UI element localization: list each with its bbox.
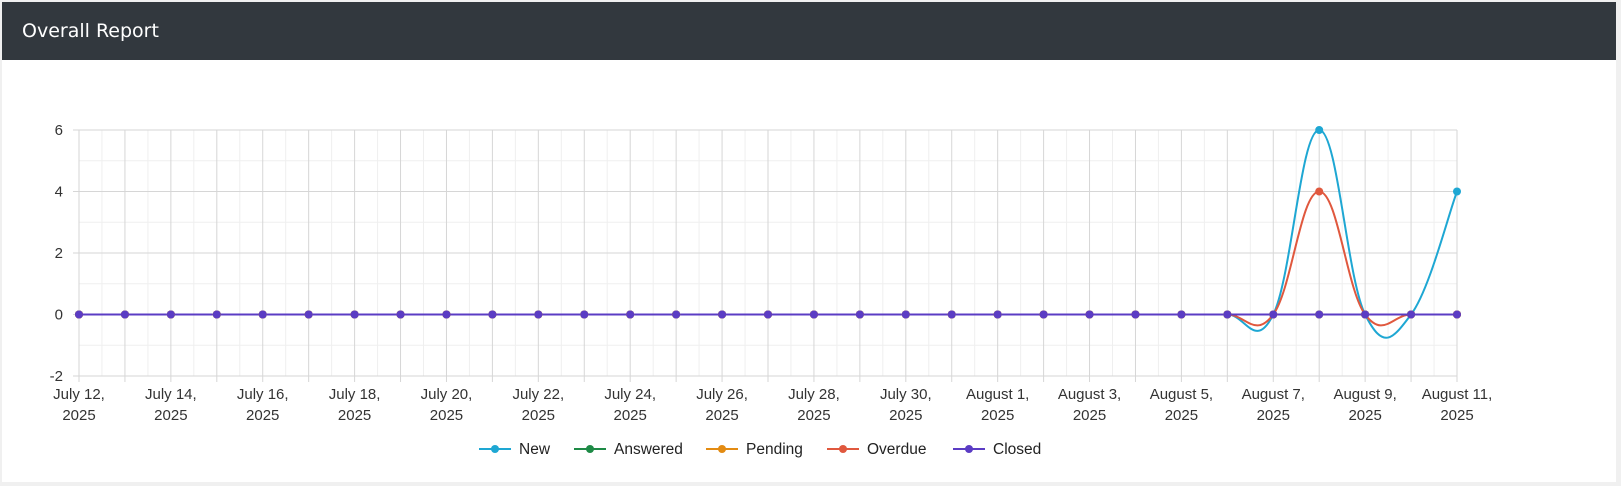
legend-item-closed[interactable]: Closed bbox=[993, 441, 1041, 458]
legend-item-answered[interactable]: Answered bbox=[614, 441, 683, 458]
legend-item-new[interactable]: New bbox=[519, 441, 551, 458]
legend-item-pending[interactable]: Pending bbox=[746, 441, 803, 458]
x-tick-label: August 7, bbox=[1242, 386, 1305, 403]
x-tick-label: 2025 bbox=[1073, 407, 1106, 424]
y-tick-label: 4 bbox=[55, 184, 63, 201]
data-point-closed[interactable] bbox=[855, 310, 864, 319]
y-tick-label: 0 bbox=[55, 307, 63, 324]
data-point-closed[interactable] bbox=[626, 310, 635, 319]
legend-marker bbox=[839, 445, 847, 453]
series-points bbox=[75, 126, 1461, 319]
y-tick-label: 2 bbox=[55, 245, 63, 262]
page-title: Overall Report bbox=[22, 20, 159, 42]
x-tick-label: August 5, bbox=[1150, 386, 1213, 403]
x-tick-label: 2025 bbox=[338, 407, 371, 424]
x-tick-label: July 28, bbox=[788, 386, 840, 403]
x-tick-label: 2025 bbox=[889, 407, 922, 424]
data-point-closed[interactable] bbox=[212, 310, 221, 319]
data-point-closed[interactable] bbox=[993, 310, 1002, 319]
data-point-closed[interactable] bbox=[350, 310, 359, 319]
data-point-closed[interactable] bbox=[1223, 310, 1232, 319]
data-point-overdue[interactable] bbox=[1315, 187, 1324, 196]
data-point-closed[interactable] bbox=[1269, 310, 1278, 319]
x-tick-label: July 30, bbox=[880, 386, 932, 403]
legend-marker bbox=[718, 445, 726, 453]
chart-legend: New Answered Pending Overdue Closed bbox=[479, 441, 1041, 458]
card-header: Overall Report bbox=[2, 2, 1616, 60]
x-tick-label: 2025 bbox=[522, 407, 555, 424]
x-tick-label: July 18, bbox=[329, 386, 381, 403]
x-tick-label: 2025 bbox=[1440, 407, 1473, 424]
y-tick-label: 6 bbox=[55, 122, 63, 139]
data-point-closed[interactable] bbox=[1039, 310, 1048, 319]
x-tick-label: 2025 bbox=[246, 407, 279, 424]
x-tick-label: 2025 bbox=[1165, 407, 1198, 424]
x-axis-ticks: July 12, 2025 July 14, 2025 July 16, 2025 July… bbox=[53, 386, 1492, 424]
data-point-closed[interactable] bbox=[718, 310, 727, 319]
legend-marker bbox=[491, 445, 499, 453]
data-point-closed[interactable] bbox=[304, 310, 313, 319]
legend-marker bbox=[586, 445, 594, 453]
data-point-closed[interactable] bbox=[901, 310, 910, 319]
data-point-closed[interactable] bbox=[1407, 310, 1416, 319]
x-tick-label: July 12, bbox=[53, 386, 105, 403]
data-point-closed[interactable] bbox=[442, 310, 451, 319]
x-tick-label: July 24, bbox=[604, 386, 656, 403]
x-tick-label: August 1, bbox=[966, 386, 1029, 403]
x-tick-label: July 14, bbox=[145, 386, 197, 403]
data-point-closed[interactable] bbox=[488, 310, 497, 319]
x-tick-label: 2025 bbox=[614, 407, 647, 424]
legend-marker bbox=[965, 445, 973, 453]
data-point-closed[interactable] bbox=[764, 310, 772, 319]
data-point-closed[interactable] bbox=[1085, 310, 1094, 319]
data-point-closed[interactable] bbox=[166, 310, 175, 319]
data-point-new[interactable] bbox=[1315, 126, 1324, 134]
x-tick-label: July 22, bbox=[512, 386, 564, 403]
data-point-closed[interactable] bbox=[396, 310, 405, 319]
x-tick-label: 2025 bbox=[981, 407, 1014, 424]
data-point-closed[interactable] bbox=[258, 310, 267, 319]
data-point-new[interactable] bbox=[1453, 187, 1461, 196]
major-grid bbox=[73, 129, 1458, 382]
data-point-closed[interactable] bbox=[1453, 310, 1461, 319]
x-tick-label: July 26, bbox=[696, 386, 748, 403]
y-tick-label: -2 bbox=[50, 368, 63, 385]
data-point-closed[interactable] bbox=[809, 310, 818, 319]
data-point-closed[interactable] bbox=[120, 310, 129, 319]
data-point-closed[interactable] bbox=[75, 310, 83, 319]
x-tick-label: 2025 bbox=[62, 407, 95, 424]
data-point-closed[interactable] bbox=[947, 310, 956, 319]
x-tick-label: July 16, bbox=[237, 386, 289, 403]
x-tick-label: August 11, bbox=[1422, 386, 1493, 403]
x-tick-label: August 3, bbox=[1058, 386, 1121, 403]
data-point-closed[interactable] bbox=[1361, 310, 1370, 319]
x-tick-label: 2025 bbox=[154, 407, 187, 424]
data-point-closed[interactable] bbox=[580, 310, 589, 319]
data-point-closed[interactable] bbox=[1177, 310, 1186, 319]
data-point-closed[interactable] bbox=[1315, 310, 1324, 319]
x-tick-label: July 20, bbox=[421, 386, 473, 403]
x-tick-label: 2025 bbox=[705, 407, 738, 424]
data-point-closed[interactable] bbox=[1131, 310, 1140, 319]
x-tick-label: August 9, bbox=[1333, 386, 1396, 403]
x-tick-label: 2025 bbox=[797, 407, 830, 424]
legend-item-overdue[interactable]: Overdue bbox=[867, 441, 926, 458]
x-tick-label: 2025 bbox=[1348, 407, 1381, 424]
y-axis-ticks: 6 4 2 0 -2 bbox=[50, 122, 63, 385]
x-tick-label: 2025 bbox=[430, 407, 463, 424]
x-tick-label: 2025 bbox=[1257, 407, 1290, 424]
data-point-closed[interactable] bbox=[672, 310, 681, 319]
data-point-closed[interactable] bbox=[534, 310, 543, 319]
